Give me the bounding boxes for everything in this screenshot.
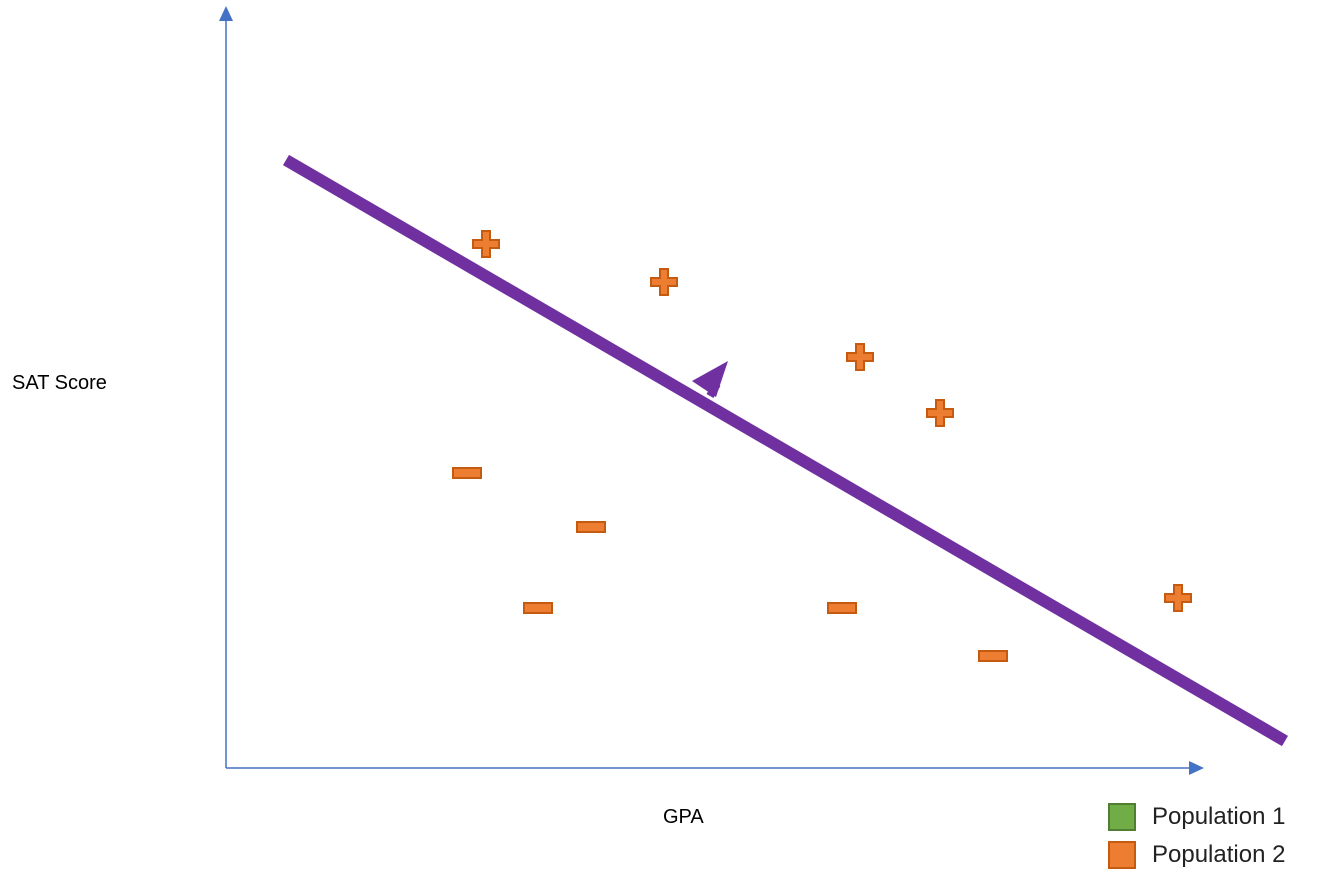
plus-marker [1164,584,1192,612]
minus-marker [978,650,1008,662]
minus-marker [576,521,606,533]
minus-marker [452,467,482,479]
minus-marker [827,602,857,614]
plus-marker [472,230,500,258]
legend-label-population-1: Population 1 [1152,803,1286,830]
x-axis-label: GPA [663,806,704,828]
y-axis [219,6,233,768]
legend-swatch-population-2 [1108,841,1136,869]
legend: Population 1 Population 2 [1108,798,1285,874]
minus-marker [523,602,553,614]
plus-marker [650,268,678,296]
plus-marker [846,343,874,371]
plus-marker [926,399,954,427]
negative-markers [452,467,1008,662]
decision-boundary-line [282,154,1289,747]
legend-swatch-population-1 [1108,803,1136,831]
legend-item-population-1: Population 1 [1108,798,1285,836]
legend-label-population-2: Population 2 [1152,841,1286,868]
legend-item-population-2: Population 2 [1108,836,1285,874]
y-axis-label: SAT Score [12,372,107,394]
normal-vector-arrow [692,361,728,399]
positive-markers [472,230,1192,612]
x-axis [226,761,1204,775]
